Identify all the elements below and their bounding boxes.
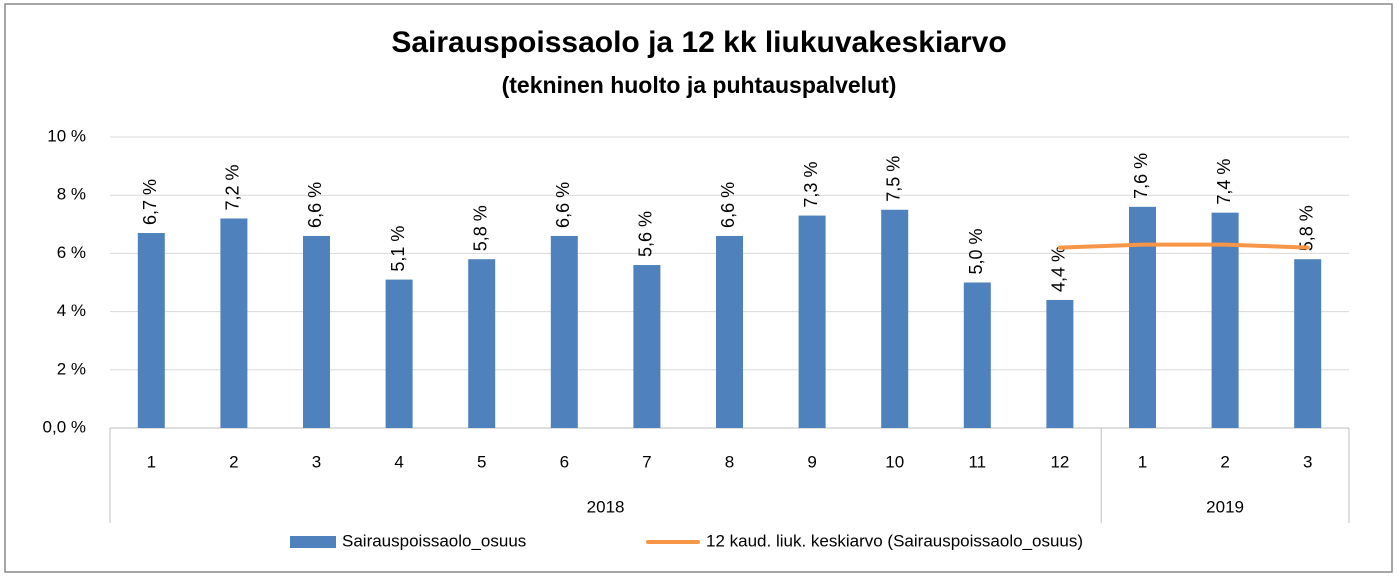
bar (798, 215, 826, 428)
x-tick-label: 1 (147, 452, 156, 471)
group-label: 2018 (587, 497, 625, 516)
x-tick-label: 5 (477, 452, 486, 471)
data-label: 5,8 % (1296, 205, 1316, 251)
x-tick-label: 4 (394, 452, 403, 471)
bar (1129, 206, 1156, 428)
x-tick-label: 2 (1220, 452, 1229, 471)
y-tick-label: 10 % (47, 126, 86, 145)
x-tick-label: 10 (885, 452, 904, 471)
bar (716, 235, 743, 428)
x-tick-label: 8 (725, 452, 734, 471)
bar (1211, 212, 1239, 428)
data-label: 6,6 % (553, 182, 573, 228)
bar (881, 209, 909, 428)
chart-subtitle: (tekninen huolto ja puhtauspalvelut) (502, 72, 897, 98)
data-label: 7,3 % (801, 162, 821, 208)
bar (303, 235, 330, 428)
x-tick-label: 11 (968, 452, 986, 471)
bar (1294, 259, 1322, 428)
legend-swatch (290, 536, 336, 548)
data-label: 6,6 % (718, 182, 738, 228)
x-tick-label: 3 (312, 452, 321, 471)
data-label: 6,6 % (305, 182, 325, 228)
y-tick-label: 8 % (57, 185, 86, 204)
x-tick-label: 6 (560, 452, 569, 471)
data-label: 6,7 % (140, 179, 160, 225)
data-label: 5,8 % (470, 205, 490, 251)
legend-label: Sairauspoissaolo_osuus (342, 531, 526, 550)
bar (550, 235, 578, 428)
data-label: 5,6 % (636, 211, 656, 257)
y-tick-label: 2 % (57, 359, 86, 378)
x-tick-label: 2 (229, 452, 238, 471)
x-tick-label: 7 (642, 452, 651, 471)
y-tick-label: 0,0 % (43, 417, 86, 436)
x-tick-label: 9 (807, 452, 816, 471)
bar (963, 282, 991, 428)
group-label: 2019 (1206, 497, 1244, 516)
data-label: 7,5 % (883, 156, 903, 202)
bar (220, 218, 248, 428)
data-label: 4,4 % (1049, 246, 1069, 292)
chart-title: Sairauspoissaolo ja 12 kk liukuvakeskiar… (391, 26, 1006, 59)
bar (137, 233, 165, 428)
data-label: 5,0 % (966, 228, 986, 274)
x-tick-label: 3 (1303, 452, 1312, 471)
data-label: 7,2 % (223, 164, 243, 210)
bar (468, 259, 496, 428)
line (1057, 242, 1310, 250)
y-tick-label: 4 % (57, 301, 86, 320)
bar (385, 279, 413, 428)
data-label: 7,6 % (1131, 153, 1151, 199)
bar (633, 265, 661, 428)
legend-label: 12 kaud. liuk. keskiarvo (Sairauspoissao… (706, 531, 1083, 550)
x-tick-label: 12 (1050, 452, 1069, 471)
x-tick-label: 1 (1138, 452, 1147, 471)
y-tick-label: 6 % (57, 243, 86, 262)
data-label: 7,4 % (1214, 159, 1234, 205)
data-label: 5,1 % (388, 226, 408, 272)
bar (1046, 299, 1074, 428)
